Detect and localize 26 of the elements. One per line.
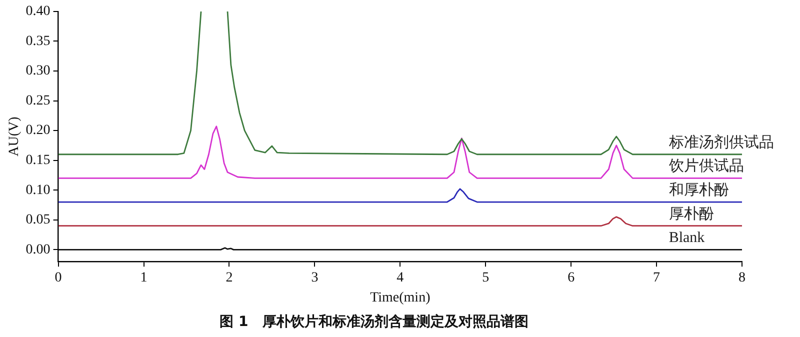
x-tick-label: 4 (396, 270, 404, 286)
y-tick-label: 0.05 (26, 212, 50, 228)
y-tick-label: 0.15 (26, 153, 50, 168)
y-tick-label: 0.10 (26, 182, 50, 198)
series-label: 饮片供试品 (668, 158, 744, 175)
series-label: 厚朴酚 (668, 205, 714, 222)
y-tick-label: 0.35 (26, 34, 50, 49)
x-tick-label: 1 (140, 270, 148, 286)
y-tick-label: 0.20 (26, 123, 50, 138)
x-tick-label: 0 (54, 270, 62, 286)
x-tick-label: 8 (738, 270, 746, 286)
x-tick-label: 6 (568, 270, 575, 286)
x-tick-label: 7 (653, 270, 660, 286)
y-tick-label: 0.00 (26, 242, 50, 258)
text: 图 1 厚朴饮片和标准汤剂含量测定及对照品谱图 (220, 313, 528, 330)
x-tick-label: 5 (482, 270, 490, 286)
x-tick-label: 3 (311, 270, 318, 286)
y-tick-label: 0.40 (26, 4, 50, 20)
y-tick-label: 0.25 (26, 93, 50, 108)
y-axis-title: AU(V) (7, 116, 22, 156)
x-tick-label: 2 (226, 270, 233, 286)
series-label: 和厚朴酚 (668, 181, 729, 198)
x-axis-title: Time(min) (370, 290, 431, 306)
series-label: Blank (668, 230, 706, 246)
series-label: 标准汤剂供试品 (668, 134, 774, 151)
y-tick-label: 0.30 (26, 64, 50, 79)
